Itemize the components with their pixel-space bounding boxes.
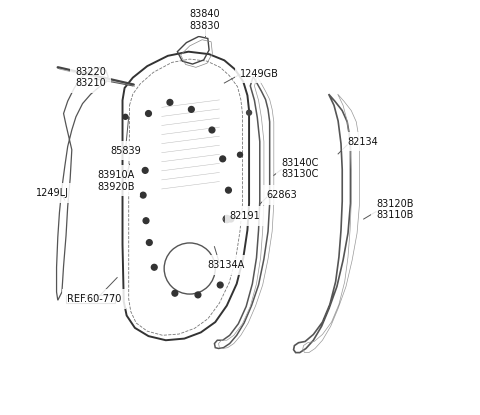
Circle shape [217,282,223,288]
Circle shape [151,264,157,270]
Circle shape [146,239,152,245]
Text: REF.60-770: REF.60-770 [67,294,121,304]
Circle shape [247,110,252,115]
Circle shape [228,216,234,222]
Text: 85839: 85839 [110,146,141,156]
Circle shape [195,292,201,298]
Text: 1249LJ: 1249LJ [36,188,69,198]
Text: 83120B
83110B: 83120B 83110B [376,199,414,220]
Circle shape [226,187,231,193]
Circle shape [142,168,148,173]
Text: 62863: 62863 [267,190,298,200]
Circle shape [189,107,194,112]
Circle shape [145,111,151,116]
Text: 83134A: 83134A [207,260,244,270]
Text: 82191: 82191 [230,211,261,221]
Text: 83140C
83130C: 83140C 83130C [281,158,319,179]
Text: 83220
83210: 83220 83210 [75,67,106,88]
Circle shape [172,290,178,296]
Circle shape [209,127,215,133]
Circle shape [220,156,226,162]
Circle shape [140,192,146,198]
Circle shape [238,152,242,157]
Text: 82134: 82134 [347,137,378,146]
Text: 83840
83830: 83840 83830 [190,9,220,31]
Circle shape [123,115,128,119]
Text: 83910A
83920B: 83910A 83920B [98,170,135,191]
Circle shape [143,218,149,224]
Circle shape [224,217,229,222]
Text: 1249GB: 1249GB [240,68,279,78]
Circle shape [167,100,173,105]
